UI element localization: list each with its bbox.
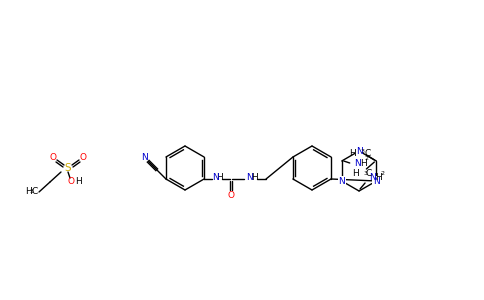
- Text: H: H: [375, 173, 382, 182]
- Text: H: H: [25, 188, 31, 196]
- Text: N: N: [373, 176, 380, 185]
- Text: C: C: [364, 149, 371, 158]
- Text: O: O: [67, 178, 75, 187]
- Text: H: H: [349, 149, 356, 158]
- Text: S: S: [65, 163, 71, 173]
- Text: N: N: [338, 176, 345, 185]
- Text: 3: 3: [363, 171, 367, 176]
- Text: H: H: [251, 173, 257, 182]
- Text: N: N: [246, 173, 253, 182]
- Text: 3: 3: [30, 189, 33, 194]
- Text: H: H: [353, 169, 360, 178]
- Text: H: H: [75, 178, 81, 187]
- Text: C: C: [32, 188, 38, 196]
- Text: H: H: [360, 158, 366, 167]
- Text: N: N: [212, 173, 218, 182]
- Text: 3: 3: [361, 149, 364, 154]
- Text: O: O: [49, 152, 57, 161]
- Text: 2: 2: [380, 171, 384, 176]
- Text: O: O: [227, 190, 235, 200]
- Text: O: O: [79, 152, 87, 161]
- Text: N: N: [369, 173, 376, 182]
- Text: 2: 2: [365, 156, 369, 161]
- Text: N: N: [354, 158, 361, 167]
- Text: N: N: [356, 146, 363, 155]
- Text: H: H: [216, 173, 223, 182]
- Text: N: N: [141, 153, 148, 162]
- Text: C: C: [365, 169, 372, 178]
